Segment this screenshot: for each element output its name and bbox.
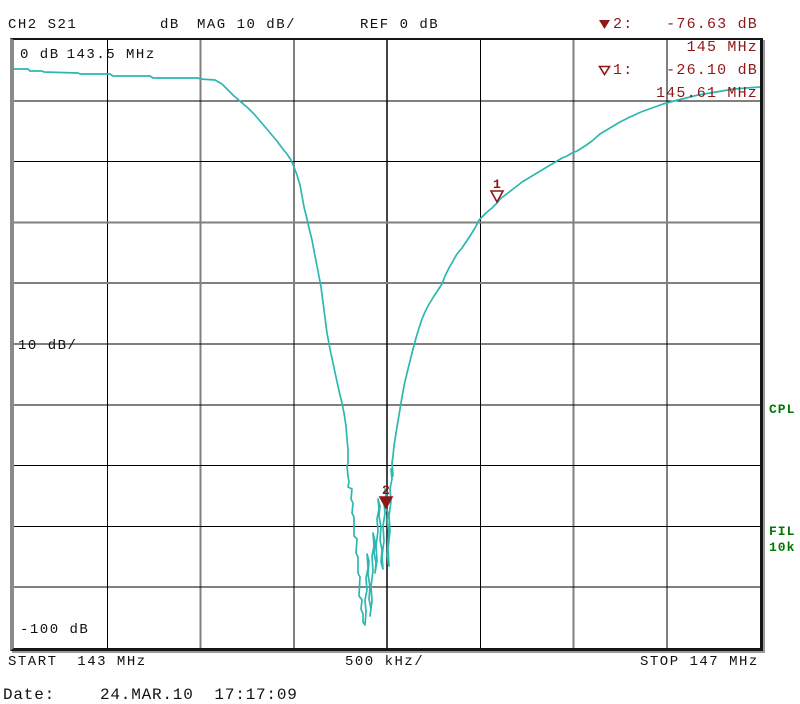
date-label: Date: [3, 686, 56, 704]
marker2-id: 2: [613, 15, 634, 33]
marker1-value: -26.10 dB [666, 61, 758, 79]
marker2-frequency-row: 145 MHz [598, 38, 758, 56]
unit-label: dB [160, 17, 180, 33]
hollow-down-triangle-icon [598, 65, 611, 76]
frequency-per-div-label: 500 kHz/ [345, 654, 425, 670]
marker1-id: 1: [613, 61, 634, 79]
plot-marker-1-label: 1 [493, 177, 501, 192]
filled-down-triangle-icon [599, 19, 610, 29]
filter-status-label: FIL [769, 524, 796, 539]
scale-per-div-label: 10 dB/ [18, 338, 78, 354]
date-value: 24.MAR.10 17:17:09 [100, 686, 298, 704]
plot-marker-1-triangle-icon [489, 190, 505, 204]
ref-level-value: 0 dB [20, 47, 60, 63]
start-frequency-label: START 143 MHz [8, 654, 147, 670]
coupled-channels-status-label: CPL [769, 402, 796, 417]
min-level-label: -100 dB [20, 622, 90, 638]
plot-marker-2-triangle-icon [378, 496, 394, 510]
marker1-readout-row: 1: -26.10 dB [598, 61, 758, 79]
ref-level-header-label: REF 0 dB [360, 17, 440, 33]
ref-level-grid-label: 0 dB 143.5 MHz [20, 47, 156, 63]
marker2-frequency: 145 MHz [686, 38, 758, 56]
format-label: MAG 10 dB/ [197, 17, 297, 33]
stop-frequency-label: STOP 147 MHz [640, 654, 759, 670]
marker2-readout-row: 2: -76.63 dB [598, 15, 758, 33]
marker2-value: -76.63 dB [666, 15, 758, 33]
s21-trace [14, 68, 761, 626]
plot-marker-2-label: 2 [382, 483, 390, 498]
marker1-frequency-row: 145.61 MHz [598, 84, 758, 102]
filter-bandwidth-label: 10k [769, 540, 796, 555]
marker1-frequency: 145.61 MHz [655, 84, 758, 102]
ref-frequency-value: 143.5 MHz [66, 47, 156, 63]
channel-trace-label: CH2 S21 [8, 17, 78, 33]
